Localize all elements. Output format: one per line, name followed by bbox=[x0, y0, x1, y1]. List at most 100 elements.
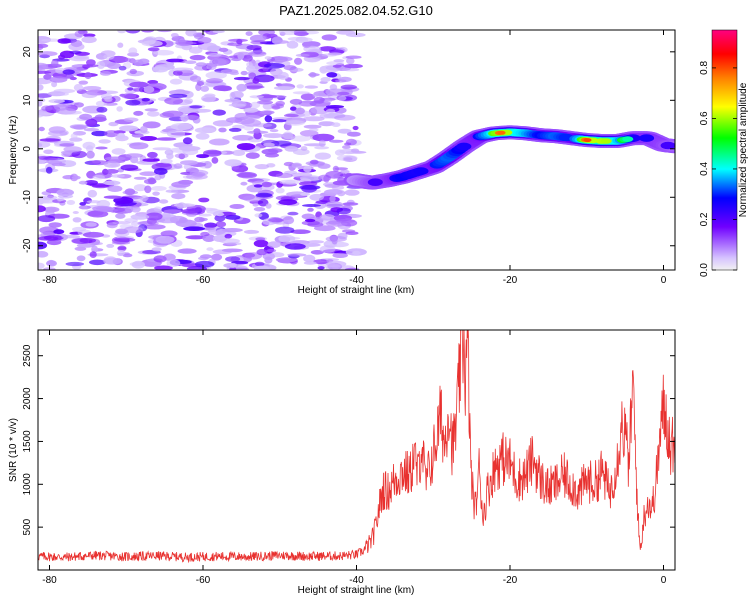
noise-blob bbox=[303, 116, 325, 122]
noise-blob bbox=[287, 211, 299, 216]
noise-blob bbox=[150, 186, 167, 191]
snr-x-label: Height of straight line (km) bbox=[298, 585, 415, 596]
colorbar-tick-label: 0.2 bbox=[699, 212, 710, 226]
noise-blob bbox=[144, 108, 158, 112]
noise-blob bbox=[317, 266, 325, 270]
noise-blob bbox=[246, 65, 256, 72]
noise-blob bbox=[218, 47, 229, 53]
noise-blob bbox=[175, 41, 197, 45]
noise-blob bbox=[299, 130, 319, 137]
noise-blob bbox=[154, 174, 162, 181]
noise-blob bbox=[103, 53, 115, 60]
ridge-blob bbox=[583, 138, 592, 143]
noise-blob bbox=[129, 142, 149, 150]
noise-blob bbox=[144, 178, 157, 185]
noise-blob bbox=[221, 228, 243, 233]
noise-blob bbox=[81, 91, 98, 99]
noise-blob bbox=[78, 205, 91, 210]
noise-blob bbox=[112, 221, 131, 225]
noise-blob bbox=[74, 30, 84, 38]
noise-blob bbox=[245, 31, 253, 36]
snr-series-line bbox=[38, 330, 675, 564]
noise-blob bbox=[314, 225, 336, 232]
noise-blob bbox=[178, 217, 188, 224]
noise-blob bbox=[194, 65, 209, 71]
noise-blob bbox=[209, 58, 227, 67]
noise-blob bbox=[123, 226, 143, 234]
noise-blob bbox=[98, 139, 111, 144]
noise-blob bbox=[340, 84, 357, 90]
noise-blob bbox=[264, 115, 273, 123]
noise-blob bbox=[342, 145, 351, 150]
noise-blob bbox=[318, 92, 326, 96]
noise-blob bbox=[155, 137, 177, 141]
noise-blob bbox=[117, 30, 127, 34]
colorbar-tick-label: 0.6 bbox=[699, 111, 710, 125]
y-tick-label: 2000 bbox=[22, 387, 33, 410]
y-tick-label: 1500 bbox=[22, 430, 33, 453]
noise-blob bbox=[171, 67, 194, 72]
noise-blob bbox=[242, 195, 262, 202]
noise-blob bbox=[152, 66, 169, 73]
noise-blob bbox=[194, 260, 215, 268]
noise-blob bbox=[104, 130, 120, 138]
noise-blob bbox=[133, 59, 144, 67]
noise-blob bbox=[329, 195, 336, 202]
noise-blob bbox=[338, 96, 347, 101]
noise-blob bbox=[166, 58, 184, 63]
noise-blob bbox=[38, 141, 51, 148]
noise-blob bbox=[82, 141, 96, 150]
noise-blob bbox=[253, 265, 270, 270]
noise-blob bbox=[206, 45, 222, 52]
noise-blob bbox=[51, 81, 58, 88]
noise-blob bbox=[123, 117, 139, 123]
noise-blob bbox=[181, 208, 200, 214]
noise-blob bbox=[86, 200, 101, 204]
noise-blob bbox=[103, 195, 123, 199]
snr-panel: -80 -60 -40 -20 0 500 1000 1500 2000 2500 Height… bbox=[8, 329, 676, 596]
noise-blob bbox=[273, 86, 295, 91]
noise-blob bbox=[152, 191, 160, 196]
noise-blob bbox=[224, 233, 233, 239]
noise-blob bbox=[230, 91, 244, 99]
noise-blob bbox=[352, 250, 361, 256]
noise-blob bbox=[212, 249, 233, 255]
noise-blob bbox=[40, 195, 58, 200]
noise-blob bbox=[310, 250, 324, 255]
noise-blob bbox=[162, 110, 184, 118]
noise-blob bbox=[307, 207, 314, 212]
noise-blob bbox=[303, 261, 317, 265]
noise-blob bbox=[103, 257, 122, 265]
noise-blob bbox=[325, 108, 336, 114]
noise-blob bbox=[73, 83, 84, 92]
y-tick-label: 500 bbox=[22, 518, 33, 535]
noise-blob bbox=[166, 259, 181, 268]
noise-blob bbox=[71, 238, 93, 244]
noise-blob bbox=[254, 261, 265, 267]
noise-blob bbox=[204, 222, 218, 229]
noise-blob bbox=[140, 136, 158, 141]
colorbar-gradient bbox=[711, 29, 738, 271]
noise-blob bbox=[185, 235, 206, 240]
noise-blob bbox=[254, 164, 270, 170]
noise-blob bbox=[59, 143, 75, 147]
noise-blob bbox=[304, 85, 319, 89]
noise-blob bbox=[266, 248, 277, 253]
noise-blob bbox=[324, 189, 343, 195]
noise-blob bbox=[169, 93, 188, 98]
noise-blob bbox=[282, 131, 293, 140]
noise-blob bbox=[267, 241, 282, 249]
noise-blob bbox=[306, 57, 321, 62]
noise-blob bbox=[287, 253, 307, 257]
noise-blob bbox=[256, 100, 274, 105]
noise-blob bbox=[326, 260, 347, 268]
noise-blob bbox=[253, 131, 262, 140]
noise-blob bbox=[86, 59, 96, 66]
noise-blob bbox=[164, 97, 184, 105]
noise-blob bbox=[56, 188, 74, 197]
noise-blob bbox=[38, 251, 49, 258]
noise-blob bbox=[249, 95, 264, 99]
noise-blob bbox=[320, 77, 331, 82]
noise-blob bbox=[200, 254, 213, 259]
noise-blob bbox=[253, 239, 269, 248]
